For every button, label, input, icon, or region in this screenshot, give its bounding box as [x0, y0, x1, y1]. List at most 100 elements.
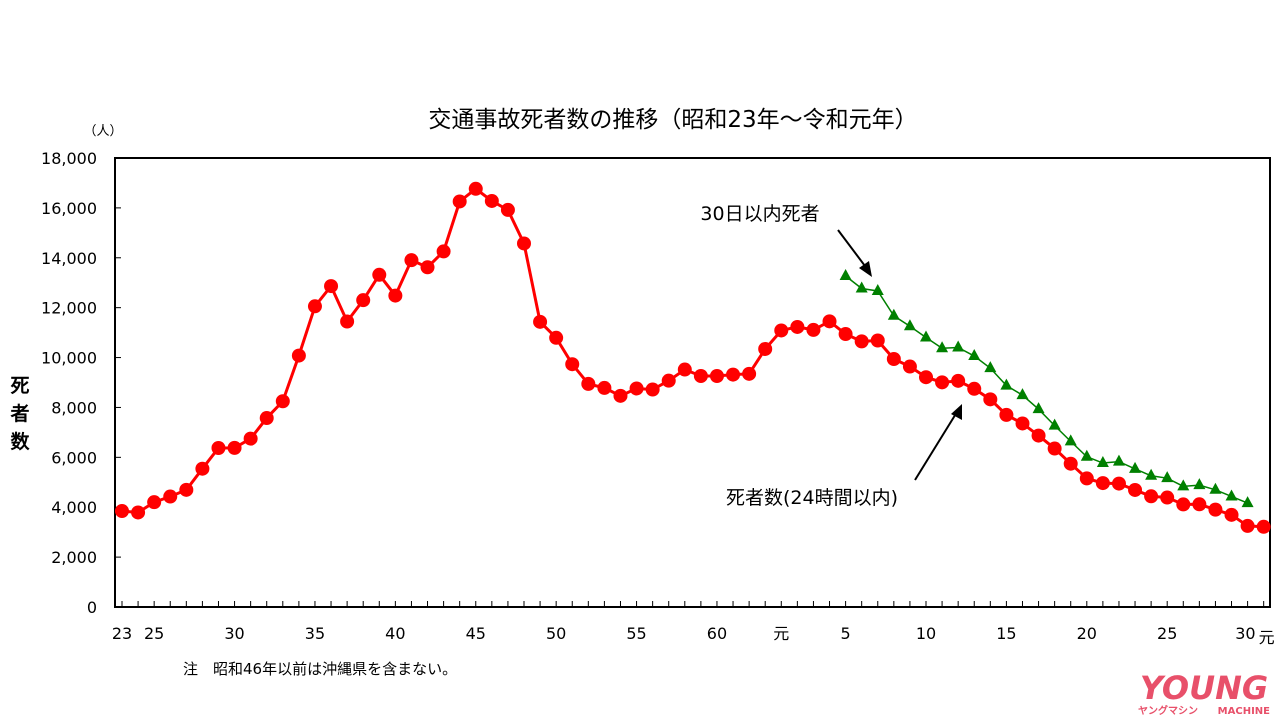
data-point-24h — [806, 322, 821, 337]
data-point-24h — [726, 367, 741, 382]
data-point-24h — [1063, 456, 1078, 471]
x-tick-label: 23 — [112, 624, 132, 643]
y-axis-label-char: 数 — [10, 430, 30, 453]
data-point-30day — [1112, 454, 1125, 466]
x-tick-label: 50 — [546, 624, 566, 643]
data-point-24h — [999, 407, 1014, 422]
y-tick-label: 4,000 — [51, 498, 97, 517]
data-point-24h — [951, 373, 966, 388]
x-tick-label: 45 — [466, 624, 486, 643]
annotation-24h: 死者数(24時間以内) — [726, 404, 962, 509]
y-tick-label: 14,000 — [41, 249, 97, 268]
x-tick-label: 30 — [224, 624, 244, 643]
data-point-24h — [275, 394, 290, 409]
data-point-30day — [887, 308, 900, 320]
data-point-24h — [484, 193, 499, 208]
x-tick-label: 元 — [773, 624, 789, 643]
y-axis-label-text: 死者数 — [10, 375, 30, 453]
data-point-30day — [1048, 418, 1061, 430]
data-point-24h — [372, 267, 387, 282]
data-point-24h — [838, 327, 853, 342]
plot-area — [114, 157, 1271, 608]
data-point-24h — [613, 388, 628, 403]
young-machine-logo: YOUNG ヤングマシン MACHINE — [1138, 669, 1270, 717]
data-point-30day — [1145, 468, 1158, 480]
data-point-24h — [1079, 471, 1094, 486]
data-point-24h — [147, 495, 162, 510]
data-point-24h — [1176, 497, 1191, 512]
annotation-30day: 30日以内死者 — [700, 203, 872, 277]
data-point-24h — [243, 431, 258, 446]
data-point-24h — [340, 314, 355, 329]
data-point-24h — [1208, 502, 1223, 517]
y-tick-label: 2,000 — [51, 548, 97, 567]
data-point-24h — [1128, 482, 1143, 497]
data-point-24h — [1047, 441, 1062, 456]
data-point-24h — [693, 368, 708, 383]
data-point-24h — [1031, 428, 1046, 443]
data-point-24h — [1224, 507, 1239, 522]
logo-sub: MACHINE — [1218, 706, 1270, 717]
data-point-30day — [984, 361, 997, 373]
data-point-24h — [597, 380, 612, 395]
data-point-24h — [629, 381, 644, 396]
data-point-30day — [1161, 471, 1174, 483]
arrowhead-30day — [859, 261, 872, 277]
data-point-24h — [1160, 490, 1175, 505]
footnote: 注 昭和46年以前は沖縄県を含まない。 — [183, 660, 457, 678]
data-point-24h — [661, 373, 676, 388]
data-point-24h — [1240, 518, 1255, 533]
data-point-24h — [1192, 497, 1207, 512]
arrowhead-24h — [951, 404, 962, 420]
data-point-30day — [1129, 461, 1142, 473]
x-tick-label: 25 — [1157, 624, 1177, 643]
y-tick-label: 8,000 — [51, 398, 97, 417]
data-point-30day — [1096, 456, 1109, 468]
data-point-24h — [533, 314, 548, 329]
annotation-30day-label: 30日以内死者 — [700, 203, 819, 225]
x-tick-label: 35 — [305, 624, 325, 643]
data-point-24h — [195, 461, 210, 476]
y-axis-label: 死者数 — [10, 375, 30, 453]
data-point-24h — [902, 359, 917, 374]
data-point-24h — [227, 440, 242, 455]
data-point-24h — [870, 333, 885, 348]
data-point-30day — [1177, 479, 1190, 491]
data-point-24h — [388, 288, 403, 303]
data-point-24h — [1111, 476, 1126, 491]
data-point-30day — [936, 341, 949, 353]
data-point-24h — [404, 253, 419, 268]
data-point-24h — [790, 319, 805, 334]
data-point-24h — [549, 330, 564, 345]
data-point-24h — [517, 236, 531, 251]
x-tick-label: 60 — [707, 624, 727, 643]
data-point-24h — [179, 482, 194, 497]
data-point-24h — [324, 279, 339, 294]
data-point-24h — [854, 334, 869, 349]
y-axis: 0 2,000 4,000 6,000 8,000 10,000 12,000 14,000 1… — [41, 149, 121, 617]
data-point-30day — [1209, 482, 1222, 494]
y-tick-label: 10,000 — [41, 349, 97, 368]
data-point-24h — [677, 362, 692, 377]
y-axis-label-char: 死 — [10, 375, 29, 397]
unit-label: （人） — [83, 124, 122, 139]
data-point-24h — [919, 370, 933, 385]
data-point-24h — [211, 441, 226, 456]
data-point-24h — [967, 381, 982, 396]
chart-title: 交通事故死者数の推移（昭和23年～令和元年） — [428, 107, 917, 133]
data-point-24h — [131, 505, 146, 520]
arrow-30day — [837, 229, 869, 271]
y-tick-label: 0 — [87, 598, 97, 617]
data-point-30day — [839, 269, 852, 281]
data-point-24h — [742, 366, 757, 381]
series-group — [115, 181, 1271, 534]
x-tick-label: 20 — [1077, 624, 1097, 643]
series-line — [845, 275, 1248, 504]
data-point-24h — [935, 375, 950, 390]
x-tick-label: 25 — [144, 624, 164, 643]
data-point-30day — [920, 330, 932, 342]
data-point-30day — [1064, 434, 1077, 446]
y-axis-label-char: 者 — [10, 403, 29, 425]
data-point-24h — [452, 194, 467, 209]
logo-kana: ヤングマシン — [1138, 704, 1198, 717]
